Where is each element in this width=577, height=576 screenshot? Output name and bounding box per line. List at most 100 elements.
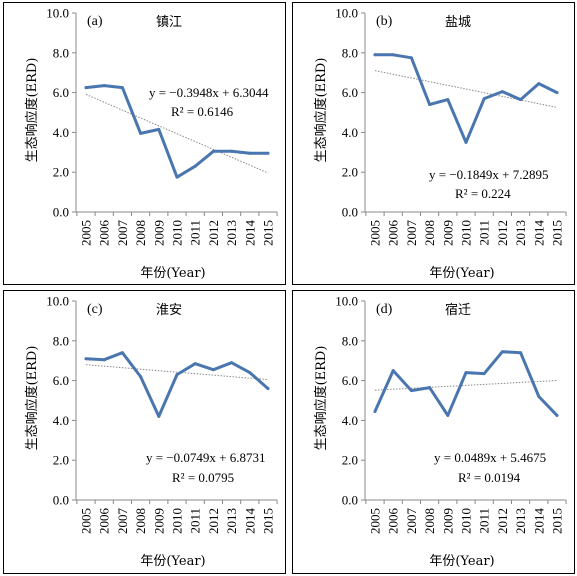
- y-tick-label: 4.0: [342, 413, 358, 428]
- y-tick-label: 2.0: [53, 165, 69, 180]
- x-tick-label: 2011: [477, 220, 492, 246]
- y-tick-label: 10.0: [46, 6, 69, 21]
- x-tick-label: 2006: [386, 220, 401, 247]
- y-tick-label: 6.0: [342, 85, 358, 100]
- data-point: [500, 90, 504, 94]
- y-tick-label: 4.0: [53, 413, 69, 428]
- data-point: [120, 86, 124, 90]
- trend-equation: y = −0.3948x + 6.3044: [149, 85, 269, 100]
- trend-line: [85, 93, 269, 174]
- y-tick-label: 0.0: [53, 493, 69, 508]
- trend-equation: y = −0.0749x + 6.8731: [146, 450, 266, 465]
- data-point: [555, 91, 559, 95]
- data-point: [464, 140, 468, 144]
- x-tick-label: 2008: [422, 220, 437, 246]
- y-tick-label: 2.0: [53, 453, 69, 468]
- data-point: [446, 413, 450, 417]
- trend-line: [374, 379, 558, 391]
- data-point: [157, 127, 161, 131]
- x-tick-label: 2012: [495, 220, 510, 246]
- panel-frame: [292, 2, 575, 285]
- panel-title: 宿迁: [445, 302, 471, 318]
- r-squared: R² = 0.0795: [172, 470, 234, 485]
- panel-tag: (c): [87, 302, 103, 317]
- y-tick-label: 10.0: [335, 294, 358, 309]
- r-squared: R² = 0.6146: [171, 104, 234, 119]
- x-tick-label: 2015: [261, 508, 276, 534]
- x-axis-label: 年份(Year): [140, 554, 205, 569]
- panel-title: 淮安: [156, 303, 182, 318]
- data-point: [428, 103, 432, 107]
- y-tick-label: 4.0: [342, 125, 358, 140]
- x-tick-label: 2015: [261, 220, 276, 246]
- data-point: [175, 175, 179, 179]
- x-tick-label: 2013: [224, 508, 239, 534]
- panel-frame: [3, 290, 286, 574]
- y-tick-label: 10.0: [335, 6, 358, 21]
- y-axis-label: 生态响应度(ERD): [24, 58, 40, 163]
- x-tick-label: 2009: [440, 508, 455, 534]
- x-tick-label: 2011: [188, 220, 203, 246]
- data-point: [409, 56, 413, 60]
- y-tick-label: 8.0: [342, 45, 358, 60]
- data-point: [519, 98, 523, 102]
- x-tick-label: 2012: [206, 508, 221, 534]
- x-tick-label: 2014: [242, 219, 257, 246]
- data-point: [482, 97, 486, 101]
- data-point: [102, 84, 106, 88]
- panel-a: 0.0 2.0 4.0 6.0 8.0 10.0 2005 2006 2007 2008 2009 2…: [3, 2, 286, 285]
- data-point: [211, 149, 215, 153]
- y-tick-label: 4.0: [53, 125, 69, 140]
- data-point: [157, 414, 161, 418]
- x-tick-label: 2014: [531, 508, 546, 535]
- x-tick-label: 2009: [440, 220, 455, 246]
- x-tick-label: 2007: [404, 220, 419, 247]
- r-squared: R² = 0.224: [455, 186, 511, 201]
- data-point: [464, 371, 468, 375]
- data-point: [84, 357, 88, 361]
- data-point: [373, 409, 377, 413]
- x-axis-label: 年份(Year): [429, 554, 494, 569]
- data-point: [230, 361, 234, 365]
- data-point: [409, 389, 413, 393]
- panel-frame: [3, 2, 286, 285]
- data-point: [230, 149, 234, 153]
- data-point: [373, 53, 377, 57]
- y-tick-label: 8.0: [53, 333, 69, 348]
- trend-line: [85, 364, 269, 381]
- y-tick-label: 0.0: [342, 493, 358, 508]
- data-point: [266, 387, 270, 391]
- data-point: [537, 395, 541, 399]
- x-tick-label: 2005: [368, 508, 383, 534]
- data-point: [391, 53, 395, 57]
- x-tick-label: 2007: [115, 220, 130, 247]
- data-point: [248, 151, 252, 155]
- data-point: [193, 362, 197, 366]
- y-tick-label: 2.0: [342, 453, 358, 468]
- x-tick-label: 2011: [188, 508, 203, 534]
- data-point: [391, 369, 395, 373]
- r-squared: R² = 0.0194: [458, 470, 521, 485]
- x-tick-label: 2005: [79, 508, 94, 534]
- data-point: [211, 368, 215, 372]
- y-tick-label: 10.0: [46, 294, 69, 309]
- x-tick-label: 2013: [513, 508, 528, 534]
- x-tick-label: 2010: [459, 220, 474, 246]
- x-tick-label: 2007: [115, 508, 130, 535]
- x-tick-label: 2014: [531, 220, 546, 247]
- x-axis-label: 年份(Year): [429, 266, 494, 281]
- y-axis-label: 生态响应度(ERD): [24, 346, 40, 451]
- trend-equation: y = 0.0489x + 5.4675: [434, 450, 546, 465]
- y-tick-label: 2.0: [342, 165, 358, 180]
- data-point: [120, 351, 124, 355]
- x-tick-label: 2010: [459, 508, 474, 534]
- x-tick-label: 2014: [242, 508, 257, 535]
- panel-c: 0.0 2.0 4.0 6.0 8.0 10.0 2005 2006 2007 2008 2009 2…: [3, 290, 286, 574]
- x-tick-label: 2006: [97, 220, 112, 247]
- data-point: [555, 413, 559, 417]
- x-tick-label: 2008: [133, 508, 148, 534]
- data-point: [193, 164, 197, 168]
- y-tick-label: 0.0: [53, 205, 69, 220]
- y-axis-label: 生态响应度(ERD): [313, 346, 329, 451]
